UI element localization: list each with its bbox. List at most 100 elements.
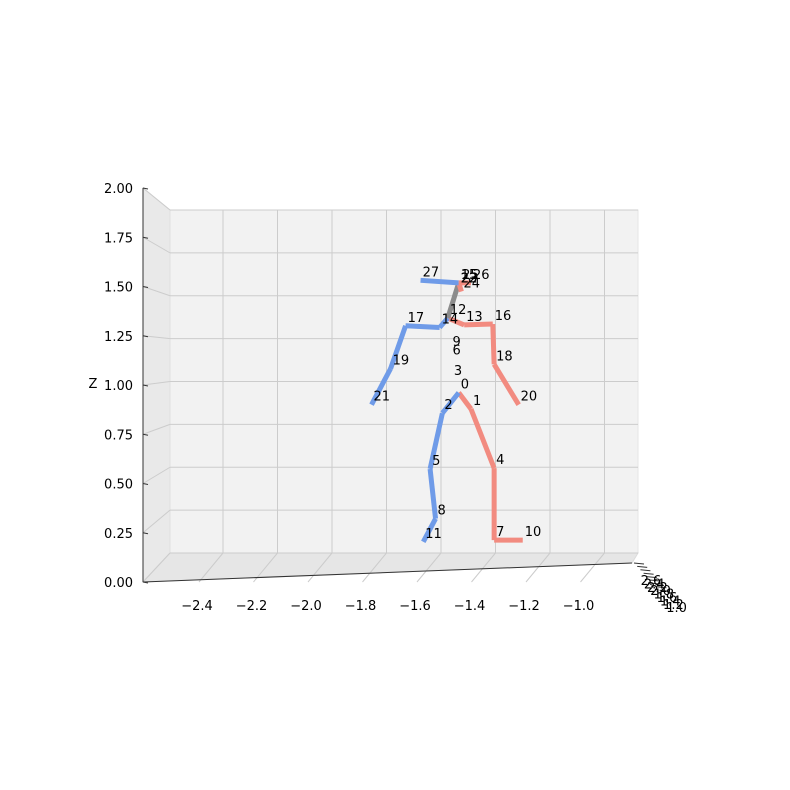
bone-18-20 bbox=[492, 363, 521, 406]
joint-label-14: 14 bbox=[442, 312, 459, 327]
y-tick-label: 1.8 bbox=[653, 588, 674, 603]
y-tick bbox=[659, 589, 670, 592]
z-tick-label: 1.25 bbox=[104, 330, 133, 345]
y-tick-label: 2.2 bbox=[647, 581, 668, 596]
joint-label-16: 16 bbox=[495, 309, 512, 324]
z-tick-label: 0.00 bbox=[104, 576, 133, 591]
bone-0-2 bbox=[440, 391, 461, 415]
joint-label-6: 6 bbox=[453, 343, 461, 358]
joint-label-25: 25 bbox=[462, 268, 479, 283]
z-tick-label: 2.00 bbox=[104, 182, 133, 197]
y-tick bbox=[643, 572, 654, 575]
z-tick bbox=[142, 433, 149, 436]
x-tick-label: −2.2 bbox=[236, 599, 268, 614]
y-tick-label: 1.6 bbox=[657, 591, 678, 606]
bone-16-18 bbox=[490, 323, 497, 365]
bone-13-16 bbox=[464, 321, 493, 328]
floor-grid-line bbox=[525, 552, 551, 583]
joint-label-9: 9 bbox=[453, 335, 461, 350]
bone-12-13 bbox=[446, 315, 466, 328]
joint-label-18: 18 bbox=[496, 349, 513, 364]
y-tick-label: 1.4 bbox=[660, 594, 681, 609]
y-tick bbox=[653, 582, 664, 585]
z-tick-label: 1.00 bbox=[104, 379, 133, 394]
joint-label-12: 12 bbox=[450, 303, 467, 318]
floor-grid-line bbox=[307, 552, 333, 583]
bone-12-14 bbox=[437, 316, 450, 330]
y-tick-label: 2.6 bbox=[641, 574, 662, 589]
z-axis-label: Z bbox=[89, 377, 98, 392]
joint-label-7: 7 bbox=[496, 525, 504, 540]
y-tick bbox=[640, 569, 651, 572]
joint-label-17: 17 bbox=[408, 311, 425, 326]
side-pane bbox=[142, 186, 171, 584]
side-grid-line bbox=[142, 381, 171, 386]
side-grid-line bbox=[142, 552, 171, 583]
joint-label-19: 19 bbox=[393, 354, 410, 369]
y-tick-label: 1.0 bbox=[666, 601, 687, 616]
side-grid-line bbox=[142, 286, 171, 297]
bone-8-11 bbox=[421, 517, 438, 544]
floor-pane bbox=[141, 552, 639, 583]
joint-label-13: 13 bbox=[466, 310, 483, 325]
x-tick-label: −2.4 bbox=[181, 599, 213, 614]
x-tick-label: −1.6 bbox=[399, 599, 431, 614]
z-tick-label: 1.75 bbox=[104, 231, 133, 246]
skeleton-bones bbox=[369, 277, 523, 544]
x-tick-label: −1.4 bbox=[454, 599, 486, 614]
joint-label-5: 5 bbox=[432, 454, 440, 469]
bone-2-5 bbox=[427, 412, 445, 470]
joint-label-8: 8 bbox=[438, 504, 446, 519]
joint-label-11: 11 bbox=[425, 527, 442, 542]
floor-grid-line bbox=[471, 552, 496, 583]
x-tick-label: −2.0 bbox=[290, 599, 322, 614]
floor-grid-line bbox=[198, 552, 224, 583]
side-grid-line bbox=[142, 466, 171, 484]
y-tick-label: 2.4 bbox=[644, 577, 665, 592]
side-grid-line bbox=[142, 236, 171, 254]
y-tick bbox=[646, 576, 657, 579]
tick-labels: −2.4 −2.2 −2.0 −1.8 −1.6 −1.4 −1.2 −1.0 0.00 0.25… bbox=[104, 182, 687, 616]
z-tick bbox=[142, 286, 149, 288]
y-tick bbox=[637, 565, 648, 568]
floor-grid-line bbox=[416, 552, 442, 583]
z-tick-label: 1.50 bbox=[104, 281, 133, 296]
joint-label-1: 1 bbox=[473, 394, 481, 409]
joint-label-26: 26 bbox=[473, 268, 490, 283]
x-tick-label: −1.2 bbox=[508, 599, 540, 614]
bone-15-27 bbox=[420, 277, 459, 286]
z-tick bbox=[142, 483, 149, 485]
joint-label-27: 27 bbox=[423, 265, 440, 280]
joint-label-22: 22 bbox=[461, 271, 478, 286]
joint-label-23: 23 bbox=[461, 271, 478, 286]
z-tick-label: 0.25 bbox=[104, 527, 133, 542]
x-tick-label: −1.8 bbox=[345, 599, 377, 614]
joint-label-2: 2 bbox=[444, 398, 452, 413]
joint-label-3: 3 bbox=[454, 364, 462, 379]
bone-1-4 bbox=[468, 408, 497, 470]
bone-19-21 bbox=[369, 367, 393, 406]
z-tick-label: 0.50 bbox=[104, 478, 133, 493]
bone-0-1 bbox=[456, 391, 473, 411]
joint-label-20: 20 bbox=[521, 390, 538, 405]
y-tick-label: 2.0 bbox=[650, 584, 671, 599]
joint-label-24: 24 bbox=[463, 276, 480, 291]
z-tick bbox=[142, 384, 149, 387]
axes-frame bbox=[142, 187, 670, 592]
floor-grid-line bbox=[580, 552, 605, 583]
y-tick bbox=[633, 562, 645, 565]
x-axis-line bbox=[142, 562, 633, 583]
y-tick bbox=[656, 586, 667, 589]
axes-panes bbox=[141, 186, 639, 584]
bone-5-8 bbox=[427, 468, 439, 519]
bone-14-17 bbox=[405, 323, 440, 330]
bone-17-19 bbox=[388, 324, 408, 370]
y-tick bbox=[649, 579, 661, 582]
y-tick-label: 1.2 bbox=[663, 598, 684, 613]
z-tick bbox=[142, 335, 149, 338]
joint-label-10: 10 bbox=[525, 525, 542, 540]
z-tick bbox=[142, 532, 149, 535]
z-tick bbox=[142, 236, 149, 239]
x-tick-label: −1.0 bbox=[563, 599, 595, 614]
